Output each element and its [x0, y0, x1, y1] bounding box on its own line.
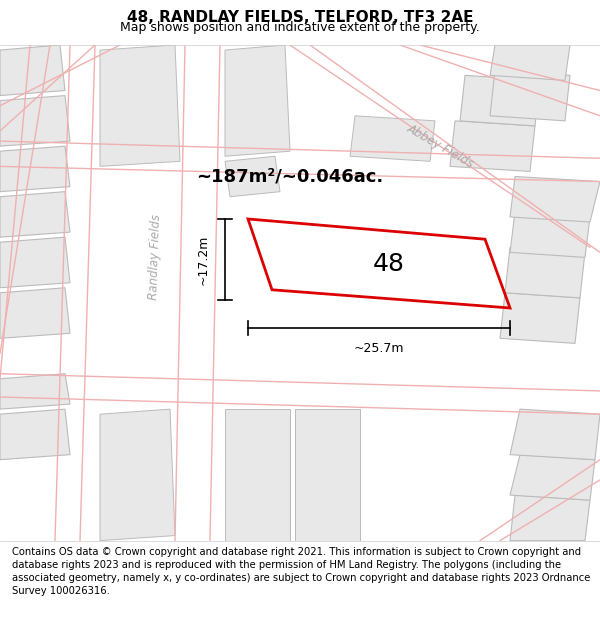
Text: Abbey Fields: Abbey Fields: [404, 122, 476, 171]
Polygon shape: [225, 156, 280, 197]
Text: ~17.2m: ~17.2m: [197, 234, 209, 284]
Polygon shape: [490, 70, 570, 121]
Text: ~25.7m: ~25.7m: [354, 342, 404, 355]
Polygon shape: [295, 409, 360, 541]
Polygon shape: [510, 176, 600, 222]
Polygon shape: [510, 454, 595, 500]
Text: Randlay Fields: Randlay Fields: [147, 214, 163, 301]
Polygon shape: [0, 409, 70, 460]
Polygon shape: [510, 212, 590, 258]
Polygon shape: [0, 237, 70, 288]
Text: ~187m²/~0.046ac.: ~187m²/~0.046ac.: [196, 168, 383, 186]
Polygon shape: [0, 192, 70, 237]
Polygon shape: [0, 146, 70, 192]
Polygon shape: [490, 45, 570, 81]
Polygon shape: [100, 409, 175, 541]
Polygon shape: [460, 76, 540, 126]
Polygon shape: [450, 121, 535, 171]
Polygon shape: [510, 409, 600, 460]
Polygon shape: [225, 45, 290, 156]
Polygon shape: [0, 374, 70, 409]
Polygon shape: [0, 96, 70, 146]
Text: Contains OS data © Crown copyright and database right 2021. This information is : Contains OS data © Crown copyright and d…: [12, 546, 590, 596]
Polygon shape: [510, 495, 590, 541]
Polygon shape: [225, 409, 290, 541]
Text: 48: 48: [373, 252, 405, 276]
Polygon shape: [500, 292, 580, 343]
Polygon shape: [0, 45, 65, 96]
Polygon shape: [505, 248, 585, 298]
Polygon shape: [0, 288, 70, 338]
Polygon shape: [100, 45, 180, 166]
Polygon shape: [350, 116, 435, 161]
Text: Map shows position and indicative extent of the property.: Map shows position and indicative extent…: [120, 21, 480, 34]
Text: 48, RANDLAY FIELDS, TELFORD, TF3 2AE: 48, RANDLAY FIELDS, TELFORD, TF3 2AE: [127, 10, 473, 25]
